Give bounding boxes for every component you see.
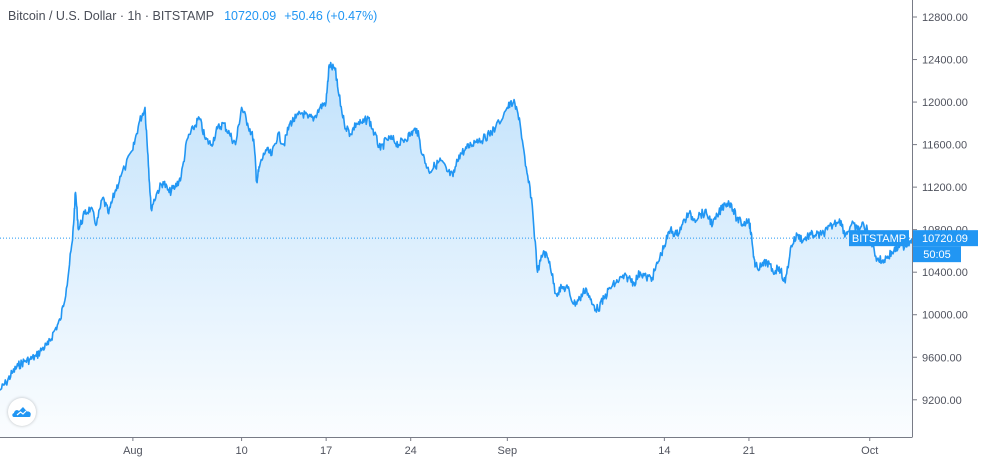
y-tick-label: 10400.00 bbox=[922, 267, 968, 279]
tradingview-logo[interactable] bbox=[8, 398, 36, 426]
y-tick-label: 9600.00 bbox=[922, 352, 962, 364]
x-tick-label: 21 bbox=[743, 445, 755, 457]
price-tag-label: 10720.09 bbox=[922, 233, 968, 245]
x-tick-label: 17 bbox=[320, 445, 332, 457]
exchange-tag bbox=[849, 230, 909, 247]
chart-header: Bitcoin / U.S. Dollar · 1h · BITSTAMP 107… bbox=[8, 9, 377, 23]
x-tick-label: 24 bbox=[405, 445, 417, 457]
x-tick-label: Oct bbox=[861, 445, 878, 457]
area-fill bbox=[0, 62, 912, 437]
y-tick-label: 10000.00 bbox=[922, 310, 968, 322]
countdown-tag bbox=[913, 246, 961, 263]
cloud-icon bbox=[12, 407, 31, 417]
y-tick-label: 9200.00 bbox=[922, 395, 962, 407]
exchange-tag-label: BITSTAMP bbox=[852, 233, 906, 245]
symbol-label: Bitcoin / U.S. Dollar · 1h · BITSTAMP bbox=[8, 9, 215, 23]
y-tick-label: 11200.00 bbox=[922, 182, 967, 194]
y-tick-label: 12000.00 bbox=[922, 97, 968, 109]
series-line bbox=[0, 61, 913, 391]
price-change: +50.46 (+0.47%) bbox=[284, 9, 378, 23]
y-tick-label: 12400.00 bbox=[922, 55, 968, 67]
x-tick-label: 14 bbox=[658, 445, 670, 457]
x-tick-label: Aug bbox=[123, 445, 143, 457]
y-tick-label: 12800.00 bbox=[922, 12, 968, 24]
x-tick-label: Sep bbox=[498, 445, 518, 457]
price-tag bbox=[913, 230, 978, 247]
x-tick-label: 10 bbox=[235, 445, 247, 457]
last-price: 10720.09 bbox=[224, 9, 277, 23]
countdown-tag-label: 50:05 bbox=[923, 249, 951, 261]
y-tick-label: 11600.00 bbox=[922, 140, 967, 152]
